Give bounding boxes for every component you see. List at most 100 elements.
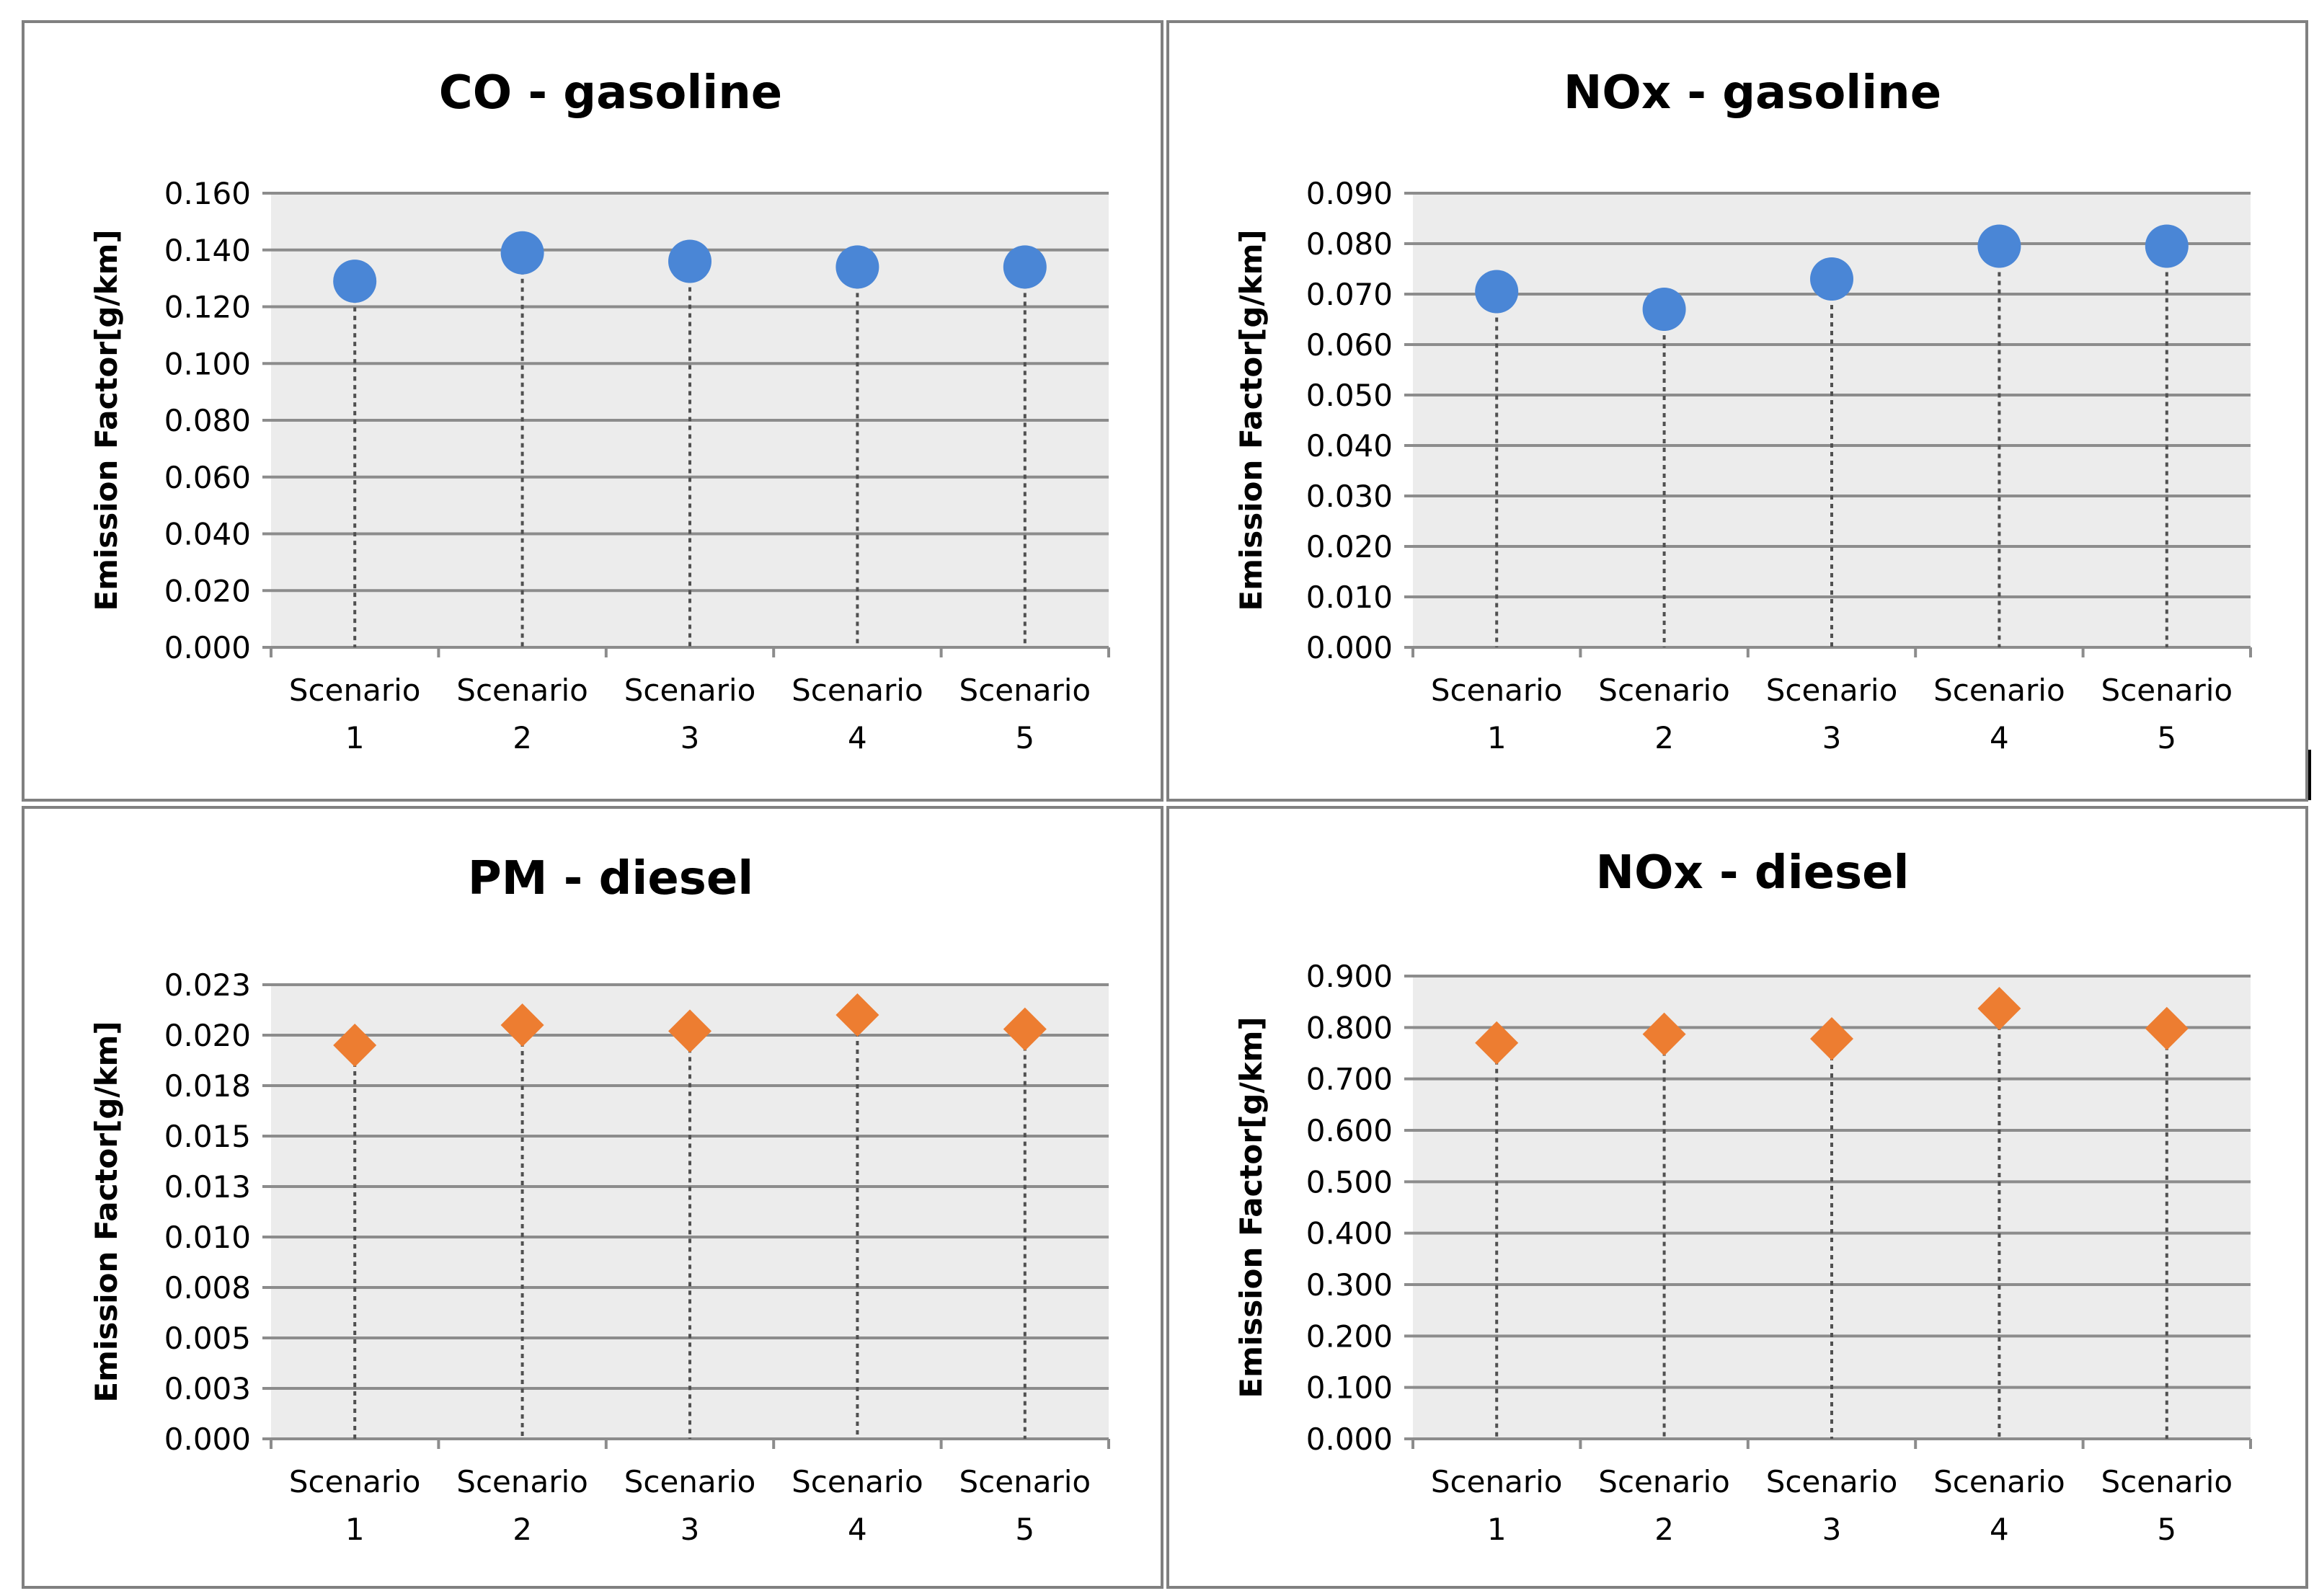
y-tick-label: 0.060 xyxy=(164,460,251,495)
y-tick-label: 0.050 xyxy=(1306,378,1393,413)
y-tick-label: 0.040 xyxy=(1306,428,1393,464)
x-tick-label: Scenario xyxy=(624,673,756,708)
y-tick-label: 0.015 xyxy=(164,1119,251,1154)
chart-panel-nox-diesel: NOx - diesel 0.000 0.100 0.200 0.300 0.400 0.5… xyxy=(1166,806,2308,1589)
chart-nox-diesel: NOx - diesel 0.000 0.100 0.200 0.300 0.400 0.5… xyxy=(1233,846,2252,1547)
data-point xyxy=(835,245,879,289)
x-tick-label-number: 4 xyxy=(848,1512,867,1547)
x-tick-label: Scenario xyxy=(1431,673,1563,708)
x-tick-label: Scenario xyxy=(289,1464,421,1499)
y-tick-label: 0.160 xyxy=(164,176,251,211)
chart-title: NOx - diesel xyxy=(1596,846,1910,900)
y-tick-label: 0.000 xyxy=(164,630,251,665)
data-point xyxy=(668,239,712,283)
chart-pm-diesel: PM - diesel 0.000 0.003 0.005 0.008 0.010 0.01… xyxy=(89,852,1110,1547)
chart-nox-gasoline: NOx - gasoline 0.000 0.010 0.020 0.030 0.040 0… xyxy=(1233,66,2252,755)
y-tick-label: 0.010 xyxy=(1306,580,1393,615)
y-tick-label: 0.090 xyxy=(1306,176,1393,211)
x-tick-label: Scenario xyxy=(792,1464,923,1499)
x-tick-label: Scenario xyxy=(456,673,588,708)
y-tick-label: 0.003 xyxy=(164,1371,251,1406)
x-tick-label: Scenario xyxy=(1598,1464,1730,1499)
chart-co-gasoline: CO - gasoline 0.000 0.020 0.040 0.060 0.080 0.… xyxy=(89,66,1110,755)
chart-title: CO - gasoline xyxy=(439,66,782,120)
chart-title: PM - diesel xyxy=(468,852,753,905)
x-tick-label-number: 2 xyxy=(1654,720,1674,755)
data-point xyxy=(1642,288,1686,331)
y-tick-label: 0.018 xyxy=(164,1068,251,1104)
y-tick-label: 0.013 xyxy=(164,1169,251,1205)
y-tick-label: 0.010 xyxy=(164,1220,251,1255)
chart-panel-pm-diesel: PM - diesel 0.000 0.003 0.005 0.008 0.010 0.01… xyxy=(22,806,1163,1589)
y-tick-label: 0.500 xyxy=(1306,1164,1393,1200)
data-point xyxy=(1475,270,1519,314)
data-point xyxy=(333,260,377,303)
data-point xyxy=(1003,245,1047,289)
data-point xyxy=(1003,1007,1047,1051)
data-point xyxy=(333,1024,377,1067)
data-point xyxy=(500,1003,544,1047)
x-tick-label-number: 3 xyxy=(1822,720,1842,755)
y-axis-label: Emission Factor[g/km] xyxy=(89,1021,124,1402)
data-point xyxy=(1977,986,2021,1030)
x-tick-label: Scenario xyxy=(289,673,421,708)
data-point xyxy=(2145,1006,2189,1050)
data-point xyxy=(500,231,544,275)
x-tick-label: Scenario xyxy=(1933,673,2065,708)
x-tick-label-number: 3 xyxy=(681,720,700,755)
x-tick-label: Scenario xyxy=(2101,673,2233,708)
x-tick-label: Scenario xyxy=(959,1464,1091,1499)
x-tick-label-number: 1 xyxy=(345,1512,365,1547)
x-tick-label-number: 5 xyxy=(2157,720,2176,755)
y-axis-label: Emission Factor[g/km] xyxy=(1233,1016,1269,1398)
data-point xyxy=(1642,1012,1686,1056)
x-tick-label: Scenario xyxy=(1766,1464,1898,1499)
x-tick-label: Scenario xyxy=(959,673,1091,708)
y-tick-label: 0.080 xyxy=(1306,226,1393,262)
y-tick-label: 0.300 xyxy=(1306,1267,1393,1303)
y-axis-label: Emission Factor[g/km] xyxy=(89,229,124,611)
y-tick-label: 0.005 xyxy=(164,1321,251,1356)
y-tick-label: 0.200 xyxy=(1306,1318,1393,1354)
y-tick-label: 0.100 xyxy=(1306,1370,1393,1406)
x-tick-label: Scenario xyxy=(456,1464,588,1499)
x-tick-label-number: 2 xyxy=(513,720,532,755)
x-tick-label-number: 2 xyxy=(1654,1512,1674,1547)
x-tick-label: Scenario xyxy=(792,673,923,708)
x-tick-label-number: 4 xyxy=(1990,720,2009,755)
data-point xyxy=(1977,224,2021,268)
y-tick-label: 0.008 xyxy=(164,1270,251,1305)
y-tick-label: 0.700 xyxy=(1306,1062,1393,1097)
x-tick-label: Scenario xyxy=(624,1464,756,1499)
y-tick-label: 0.070 xyxy=(1306,277,1393,312)
y-tick-label: 0.030 xyxy=(1306,479,1393,514)
data-point xyxy=(668,1009,712,1053)
x-tick-label-number: 4 xyxy=(1990,1512,2009,1547)
y-axis-label: Emission Factor[g/km] xyxy=(1233,229,1269,611)
x-tick-label-number: 4 xyxy=(848,720,867,755)
x-tick-label: Scenario xyxy=(1598,673,1730,708)
data-point xyxy=(835,993,879,1037)
data-point xyxy=(2145,224,2189,268)
data-point xyxy=(1475,1021,1519,1065)
x-tick-label-number: 3 xyxy=(681,1512,700,1547)
x-tick-label-number: 1 xyxy=(1487,720,1507,755)
x-tick-label-number: 3 xyxy=(1822,1512,1842,1547)
y-tick-label: 0.060 xyxy=(1306,327,1393,363)
y-tick-label: 0.900 xyxy=(1306,959,1393,994)
x-tick-label: Scenario xyxy=(2101,1464,2233,1499)
y-tick-label: 0.000 xyxy=(1306,630,1393,665)
x-tick-label-number: 1 xyxy=(1487,1512,1507,1547)
y-tick-label: 0.040 xyxy=(164,517,251,552)
y-tick-label: 0.000 xyxy=(164,1422,251,1457)
x-tick-label-number: 1 xyxy=(345,720,365,755)
y-tick-label: 0.400 xyxy=(1306,1216,1393,1251)
x-tick-label-number: 5 xyxy=(1015,720,1034,755)
y-tick-label: 0.000 xyxy=(1306,1422,1393,1457)
x-tick-label: Scenario xyxy=(1933,1464,2065,1499)
y-tick-label: 0.120 xyxy=(164,290,251,325)
x-tick-label-number: 2 xyxy=(513,1512,532,1547)
y-tick-label: 0.020 xyxy=(1306,529,1393,564)
y-tick-label: 0.800 xyxy=(1306,1010,1393,1045)
y-tick-label: 0.080 xyxy=(164,403,251,438)
